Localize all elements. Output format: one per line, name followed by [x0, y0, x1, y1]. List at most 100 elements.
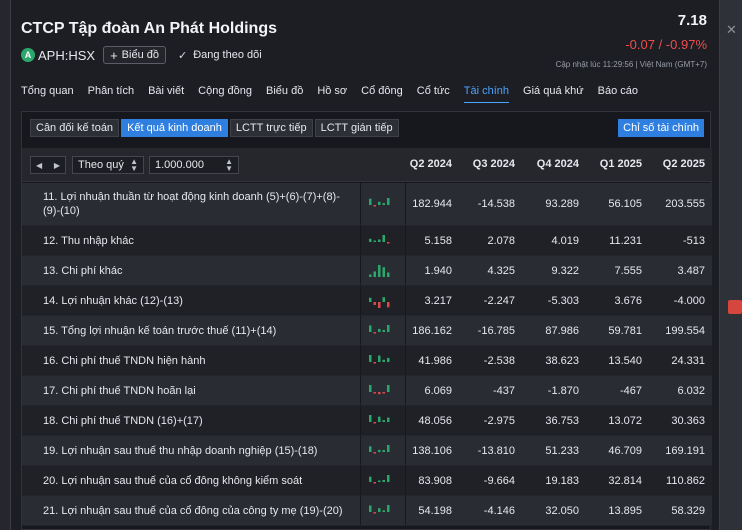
sparkline	[360, 256, 406, 285]
sparkline	[360, 346, 406, 375]
nav-item[interactable]: Hồ sơ	[317, 85, 348, 97]
table-row: 19. Lợi nhuận sau thuế thu nhập doanh ng…	[22, 436, 712, 466]
cell-value: 5.158	[424, 234, 452, 247]
table-row: 20. Lợi nhuận sau thuế của cổ đông không…	[22, 466, 712, 496]
nav-item[interactable]: Phân tích	[87, 85, 135, 97]
column-header: Q3 2024	[472, 158, 515, 170]
sparkline	[360, 183, 406, 225]
sparkline-chart	[369, 474, 390, 483]
column-header: Q1 2025	[599, 158, 642, 170]
sparkline-bar	[373, 301, 376, 305]
table-row: 18. Chi phí thuế TNDN (16)+(17) 48.056 -2.…	[22, 406, 712, 436]
next-period-icon[interactable]: ▶	[53, 160, 60, 170]
financial-ratios-button[interactable]: Chỉ số tài chính	[618, 119, 704, 137]
sparkline-chart	[369, 264, 390, 277]
sparkline-bar	[378, 301, 381, 308]
cell-value: 199.554	[665, 324, 705, 337]
ticker-row: A APH:HSX + Biểu đồ ✓ Đang theo dõi	[21, 46, 262, 64]
sparkline-bar	[382, 234, 385, 242]
sparkline-bar	[387, 357, 390, 362]
sparkline-bar	[387, 504, 390, 512]
financial-content: Cân đối kế toán Kết quả kinh doanh LCTT tr…	[21, 111, 712, 530]
sparkline-bar	[382, 419, 385, 422]
cell-value: 24.331	[671, 354, 705, 367]
sparkline-bar	[373, 481, 376, 483]
row-label: 18. Chi phí thuế TNDN (16)+(17)	[43, 414, 203, 427]
nav-item[interactable]: Báo cáo	[597, 85, 638, 97]
nav-item[interactable]: Biểu đồ	[266, 85, 304, 97]
follow-toggle[interactable]: ✓ Đang theo dõi	[178, 49, 262, 62]
sparkline-bar	[373, 361, 376, 363]
sparkline-bar	[369, 274, 372, 277]
table-row: 21. Lợi nhuận sau thuế của cổ đông của c…	[22, 496, 712, 526]
cell-value: 19.183	[545, 474, 579, 487]
statement-tab[interactable]: Kết quả kinh doanh	[121, 119, 228, 137]
row-label: 21. Lợi nhuận sau thuế của cổ đông của c…	[43, 504, 343, 517]
price-change: -0.07 / -0.97%	[625, 37, 707, 52]
row-label: 17. Chi phí thuế TNDN hoãn lại	[43, 384, 196, 397]
sparkline	[360, 406, 406, 435]
sparkline-bar	[378, 416, 381, 422]
nav-item[interactable]: Cộng đồng	[198, 85, 252, 97]
sparkline-bar	[387, 417, 390, 422]
nav-item[interactable]: Cổ tức	[416, 85, 450, 97]
nav-item[interactable]: Cổ đông	[361, 85, 403, 97]
sparkline-bar	[369, 198, 372, 205]
cell-value: -14.538	[477, 198, 515, 210]
sparkline-bar	[373, 205, 376, 207]
table-row: 15. Tổng lợi nhuận kế toán trước thuế (1…	[22, 316, 712, 346]
statement-tab[interactable]: LCTT gián tiếp	[314, 119, 399, 137]
table-header: ◀ ▶ Theo quý ▲ ▼ 1.000.000 ▲ ▼ Q2 2024 Q3 2…	[22, 148, 712, 182]
stock-panel: CTCP Tập đoàn An Phát Holdings A APH:HSX…	[10, 0, 720, 530]
cell-value: 93.289	[545, 198, 579, 210]
cell-value: -437	[492, 384, 515, 397]
statement-tab[interactable]: LCTT trực tiếp	[229, 119, 313, 137]
sparkline-bar	[382, 509, 385, 512]
cell-value: -2.975	[483, 414, 515, 427]
unit-select[interactable]: 1.000.000 ▲ ▼	[149, 156, 239, 174]
cell-value: 87.986	[545, 324, 579, 337]
cell-value: 110.862	[666, 474, 705, 487]
cell-value: 3.487	[677, 264, 705, 277]
nav-item[interactable]: Tài chính	[463, 85, 510, 103]
cell-value: 30.363	[671, 414, 705, 427]
sparkline	[360, 226, 406, 255]
nav-item[interactable]: Giá quá khứ	[523, 85, 584, 97]
sparkline-bar	[378, 201, 381, 205]
column-header: Q4 2024	[536, 158, 579, 170]
sparkline-bar	[369, 414, 372, 422]
cell-value: 59.781	[608, 324, 642, 337]
sparkline-bar	[369, 384, 372, 392]
sparkline-bar	[382, 266, 385, 277]
sparkline-bar	[369, 445, 372, 452]
cell-value: -467	[619, 384, 642, 397]
sparkline-bar	[387, 241, 390, 243]
nav-item[interactable]: Tổng quan	[21, 85, 74, 97]
sparkline-bar	[369, 354, 372, 362]
sparkline	[360, 316, 406, 345]
cell-value: 3.217	[424, 294, 452, 307]
sparkline	[360, 436, 406, 465]
add-chart-button[interactable]: + Biểu đồ	[103, 46, 166, 64]
sparkline	[360, 466, 406, 495]
ticker-symbol: APH:HSX	[38, 47, 96, 63]
cell-value: 138.106	[412, 444, 452, 457]
main-nav: Tổng quan Phân tích Bài viết Cộng đồng Biểu …	[21, 85, 652, 103]
sparkline-bar	[378, 264, 381, 277]
prev-period-icon[interactable]: ◀	[36, 160, 43, 170]
sparkline-chart	[369, 234, 390, 243]
sparkline	[360, 286, 406, 315]
sparkline	[360, 496, 406, 525]
statement-tab[interactable]: Cân đối kế toán	[30, 119, 120, 137]
nav-item[interactable]: Bài viết	[148, 85, 185, 97]
period-nav: ◀ ▶	[30, 156, 66, 174]
sparkline-bar	[387, 444, 390, 452]
sparkline-bar	[387, 384, 390, 392]
close-icon[interactable]: ✕	[726, 22, 737, 37]
sparkline-bar	[373, 270, 376, 277]
cell-value: 3.676	[614, 294, 642, 307]
sparkline-chart	[369, 414, 390, 423]
unit-select-value: 1.000.000	[155, 159, 204, 171]
period-select[interactable]: Theo quý ▲ ▼	[72, 156, 144, 174]
cell-value: 58.329	[671, 504, 705, 517]
